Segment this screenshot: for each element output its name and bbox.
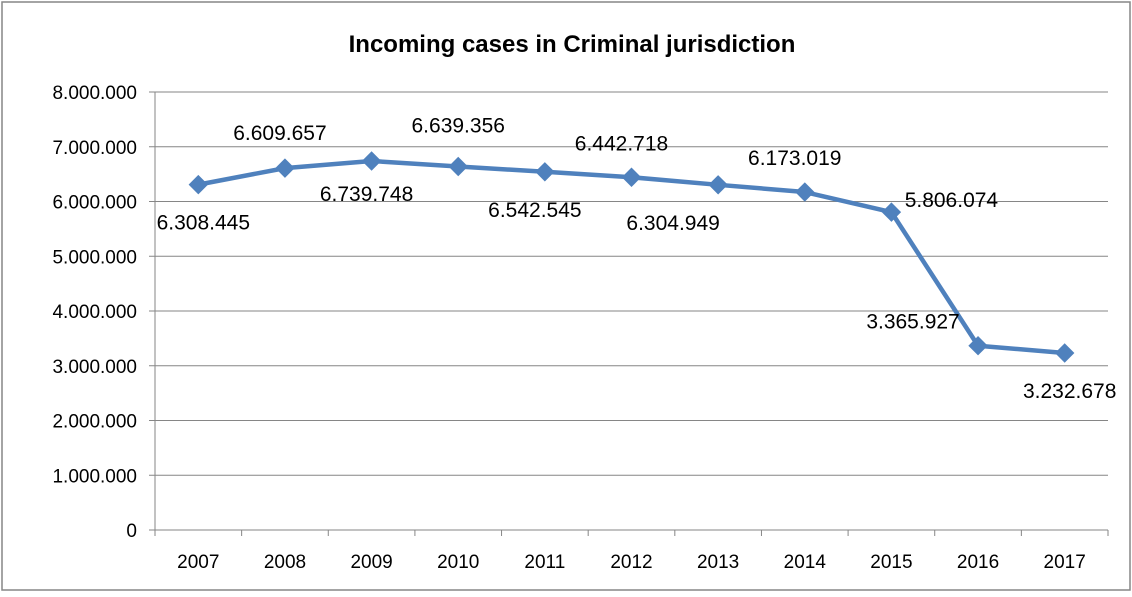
x-tick-label: 2007	[177, 552, 219, 573]
data-label: 3.232.678	[1023, 380, 1116, 403]
data-label: 6.173.019	[748, 147, 841, 170]
data-point-marker	[881, 202, 902, 222]
data-label: 6.542.545	[488, 199, 581, 222]
data-label: 6.639.356	[412, 114, 505, 137]
data-point-marker	[968, 336, 988, 356]
data-label: 6.308.445	[157, 212, 250, 235]
data-label: 5.806.074	[905, 189, 999, 212]
data-point-marker	[448, 156, 468, 177]
x-tick-label: 2017	[1044, 552, 1086, 573]
data-label: 6.739.748	[320, 183, 413, 206]
x-tick-label: 2015	[870, 552, 912, 573]
data-label: 6.442.718	[575, 132, 668, 155]
data-point-marker	[795, 182, 815, 202]
y-tick-label: 6.000.000	[52, 193, 137, 214]
y-tick-label: 3.000.000	[52, 357, 137, 378]
data-point-marker	[1054, 343, 1075, 363]
data-label: 3.365.927	[866, 311, 959, 334]
data-point-marker	[275, 158, 295, 178]
data-label: 6.609.657	[233, 122, 326, 145]
x-tick-label: 2016	[957, 552, 999, 573]
y-tick-label: 0	[126, 521, 137, 542]
gridlines	[155, 91, 1108, 476]
data-series	[188, 151, 1075, 363]
y-tick-label: 4.000.000	[52, 302, 137, 323]
x-axis-tick-labels: 2007 2008 2009 2010 2011 2012 2013 2014 2015 2016…	[177, 552, 1086, 573]
data-point-marker	[708, 175, 728, 195]
x-tick-label: 2012	[610, 552, 652, 573]
data-point-marker	[361, 151, 382, 171]
y-tick-label: 2.000.000	[52, 412, 137, 433]
x-tick-label: 2009	[350, 552, 392, 573]
x-tick-label: 2011	[524, 552, 565, 573]
y-tick-label: 1.000.000	[52, 466, 137, 487]
data-labels: 6.308.445 6.609.657 6.739.748 6.639.356 6.54…	[157, 114, 1117, 403]
y-tick-label: 5.000.000	[52, 247, 137, 268]
x-tick-label: 2008	[264, 552, 306, 573]
x-tick-label: 2010	[437, 552, 479, 573]
data-point-marker	[621, 167, 642, 187]
data-point-marker	[535, 162, 555, 182]
y-axis-tick-labels: 0 1.000.000 2.000.000 3.000.000 4.000.000 5.0…	[52, 83, 137, 542]
y-tick-label: 8.000.000	[52, 83, 137, 104]
x-tick-label: 2013	[697, 552, 739, 573]
data-label: 6.304.949	[626, 212, 719, 235]
y-tick-label: 7.000.000	[52, 138, 137, 159]
data-point-marker	[188, 174, 209, 195]
x-tick-label: 2014	[784, 552, 827, 573]
axes	[149, 91, 1109, 536]
chart-title: Incoming cases in Criminal jurisdiction	[349, 31, 796, 58]
